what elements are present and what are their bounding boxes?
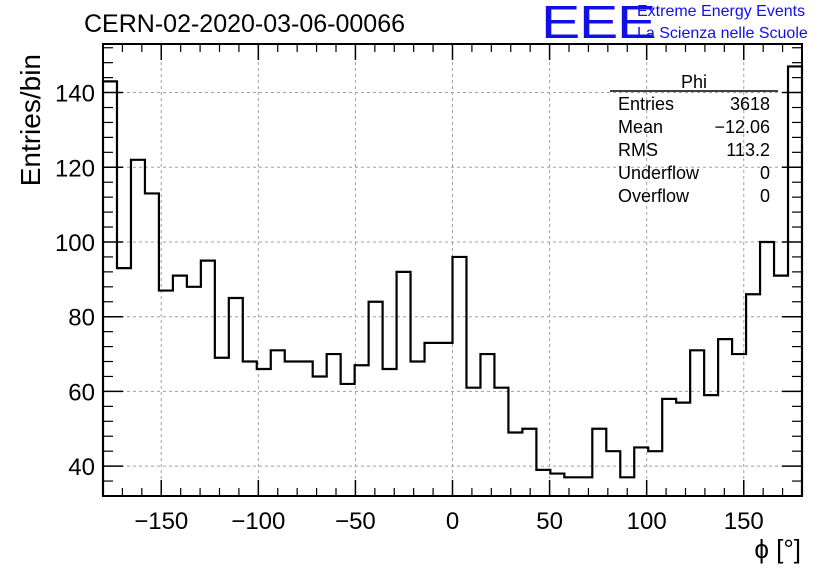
stats-label-rms: RMS <box>618 140 658 160</box>
logo-subtitle-2: La Scienza nelle Scuole <box>637 25 808 42</box>
stats-value-overflow: 0 <box>760 186 770 206</box>
axis-ticks <box>103 44 802 496</box>
histogram-series <box>101 65 804 496</box>
x-tick-label: 150 <box>724 508 764 535</box>
tick-labels: −150 −100 −50 0 50 100 150 40 60 80 100 120 140 <box>55 81 764 535</box>
y-tick-label: 100 <box>55 230 95 257</box>
stats-box-title: Phi <box>681 72 707 92</box>
y-tick-label: 80 <box>68 305 95 332</box>
y-tick-label: 140 <box>55 81 95 108</box>
stats-label-overflow: Overflow <box>618 186 690 206</box>
x-axis-label: ϕ [°] <box>754 534 801 564</box>
y-axis-label: Entries/bin <box>15 54 46 186</box>
stats-label-entries: Entries <box>618 94 674 114</box>
x-tick-label: −100 <box>231 508 285 535</box>
x-tick-label: −150 <box>134 508 188 535</box>
x-tick-label: 100 <box>627 508 667 535</box>
stats-label-underflow: Underflow <box>618 163 700 183</box>
y-tick-label: 120 <box>55 155 95 182</box>
eee-logo: EEE <box>541 0 656 48</box>
x-tick-label: 0 <box>446 508 459 535</box>
stats-label-mean: Mean <box>618 117 663 137</box>
y-tick-label: 60 <box>68 379 95 406</box>
y-tick-label: 40 <box>68 454 95 481</box>
stats-value-underflow: 0 <box>760 163 770 183</box>
stats-box: Phi Entries 3618 Mean −12.06 RMS 113.2 U… <box>610 72 778 206</box>
page-title: CERN-02-2020-03-06-00066 <box>84 10 406 38</box>
grid <box>103 44 802 496</box>
x-tick-label: 50 <box>536 508 563 535</box>
stats-value-entries: 3618 <box>730 94 770 114</box>
stats-value-rms: 113.2 <box>726 140 770 160</box>
x-tick-label: −50 <box>335 508 376 535</box>
logo-subtitle-1: Extreme Energy Events <box>637 3 806 20</box>
stats-value-mean: −12.06 <box>714 117 770 137</box>
